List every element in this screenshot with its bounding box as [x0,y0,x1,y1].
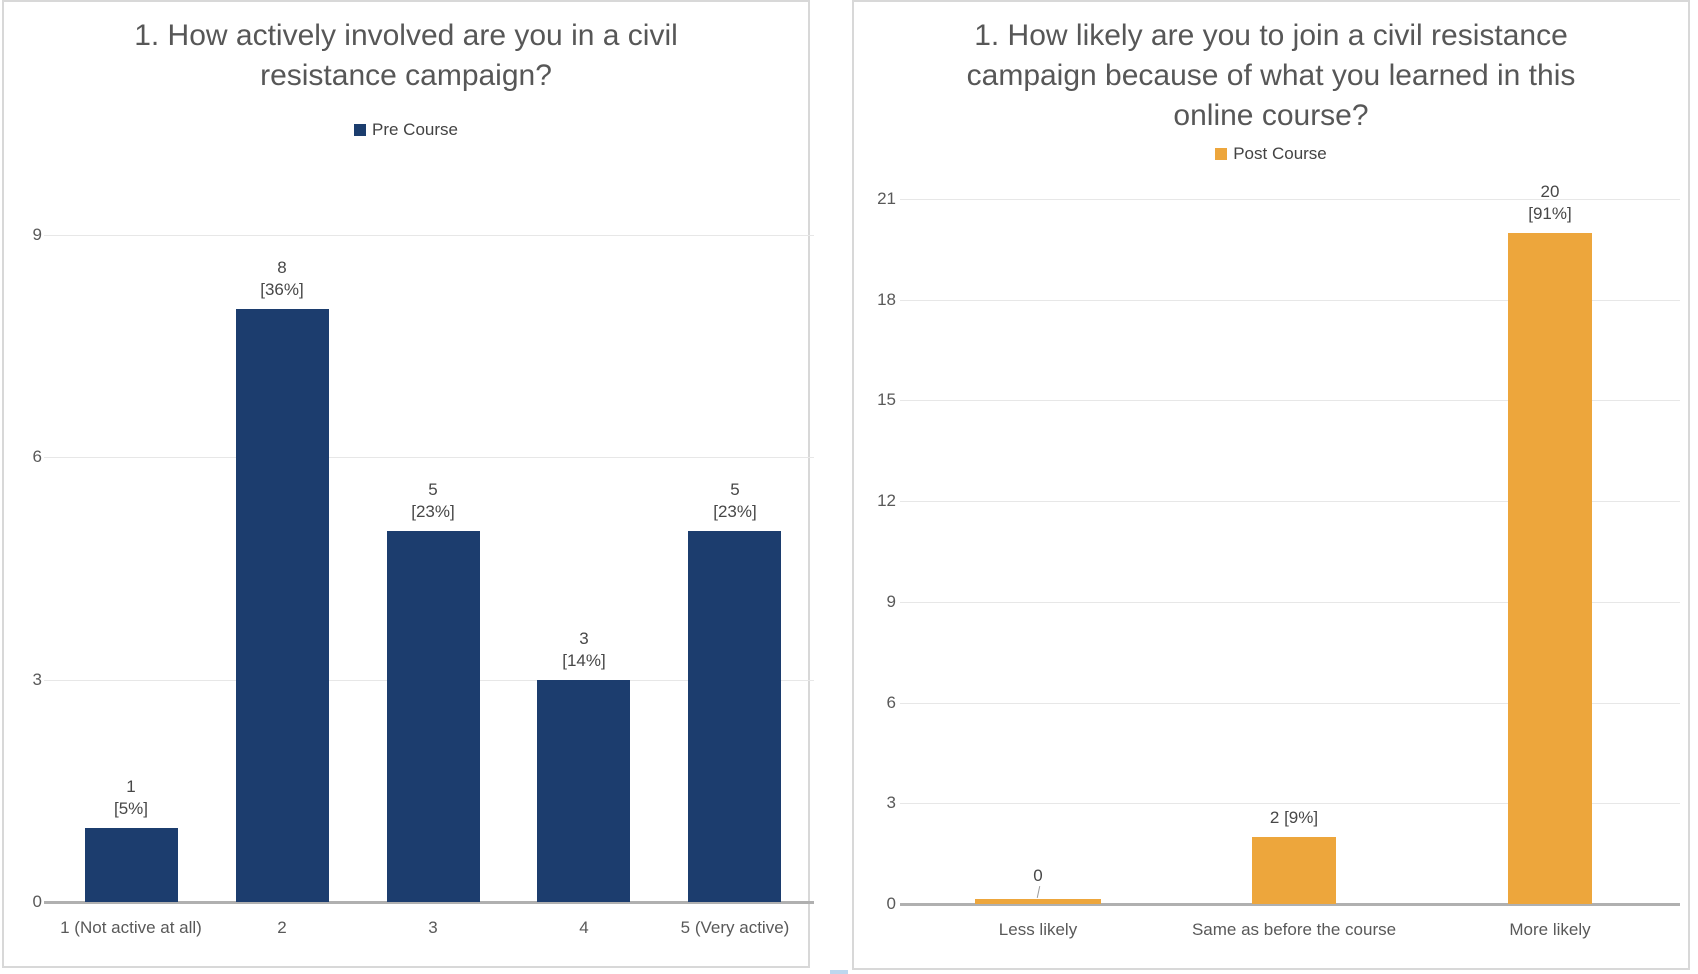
bar-pre-course [236,309,329,902]
bar-data-label: 20 [91%] [1528,182,1572,223]
y-axis-tick-label: 18 [877,290,896,309]
chart-panel-pre-course: 1. How actively involved are you in a ci… [2,0,814,968]
x-category-label: 2 [277,918,287,937]
legend-swatch-icon [354,124,366,136]
bar-data-label: 3 [14%] [562,629,606,670]
gridline-y6 [44,457,814,458]
x-category-label: 1 (Not active at all) [60,918,202,937]
y-axis-tick-label: 12 [877,491,896,510]
zero-leader-line [1036,886,1041,898]
gridline-y18 [900,300,1680,301]
cropped-chart-fragment [830,970,848,974]
bar-pre-course [688,531,781,902]
y-axis-tick-label: 0 [886,894,896,913]
plot-area-pre-course: 0 3 6 9 1 [5%] 1 (Not active at all) 8 [36%] 2 5 [2… [4,2,814,966]
gridline-y12 [900,501,1680,502]
bar-post-course [975,899,1101,904]
gridline-y3 [900,803,1680,804]
y-axis-tick-label: 6 [32,447,42,466]
gridline-y6 [900,703,1680,704]
bar-data-label: 5 [23%] [713,480,757,521]
y-axis-tick-label: 0 [32,892,42,911]
legend-swatch-icon [1215,148,1228,160]
gridline-y3 [44,680,814,681]
gridline-y15 [900,400,1680,401]
bar-data-label: 1 [5%] [113,777,149,818]
bar-pre-course [537,680,630,902]
chart-title-pre-course: 1. How actively involved are you in a ci… [134,19,678,92]
bar-data-label: 8 [36%] [260,258,304,299]
x-category-label: Less likely [998,920,1078,939]
x-category-label: Same as before the course [1191,920,1397,939]
y-axis-tick-label: 3 [886,793,896,812]
legend-label: Pre Course [372,120,458,139]
x-category-label: 4 [579,918,589,937]
y-axis-tick-label: 9 [886,592,896,611]
x-axis-line [900,903,1680,906]
bar-post-course [1252,837,1336,904]
x-category-label: 5 (Very active) [680,918,790,937]
y-axis-tick-label: 3 [32,670,42,689]
bar-post-course [1508,233,1592,904]
legend-post-course: Post Course [854,144,1688,164]
x-category-label: 3 [428,918,438,937]
x-axis-line [44,901,814,904]
x-category-label: More likely [1509,920,1591,939]
y-axis-tick-label: 9 [32,225,42,244]
y-axis-tick-label: 15 [877,390,896,409]
bar-data-label: 2 [9%] [1269,808,1319,827]
bar-pre-course [387,531,480,902]
y-axis-tick-label: 6 [886,693,896,712]
gridline-y21 [900,199,1680,200]
gridline-y9 [44,235,814,236]
chart-panel-post-course: 1. How likely are you to join a civil re… [852,0,1690,970]
legend-pre-course: Pre Course [4,120,808,140]
legend-label: Post Course [1233,144,1327,163]
chart-title-post-course: 1. How likely are you to join a civil re… [966,19,1576,132]
bar-pre-course [85,828,178,902]
bar-data-label: 0 [1033,866,1043,885]
bar-data-label: 5 [23%] [411,480,455,521]
y-axis-tick-label: 21 [877,189,896,208]
gridline-y9 [900,602,1680,603]
